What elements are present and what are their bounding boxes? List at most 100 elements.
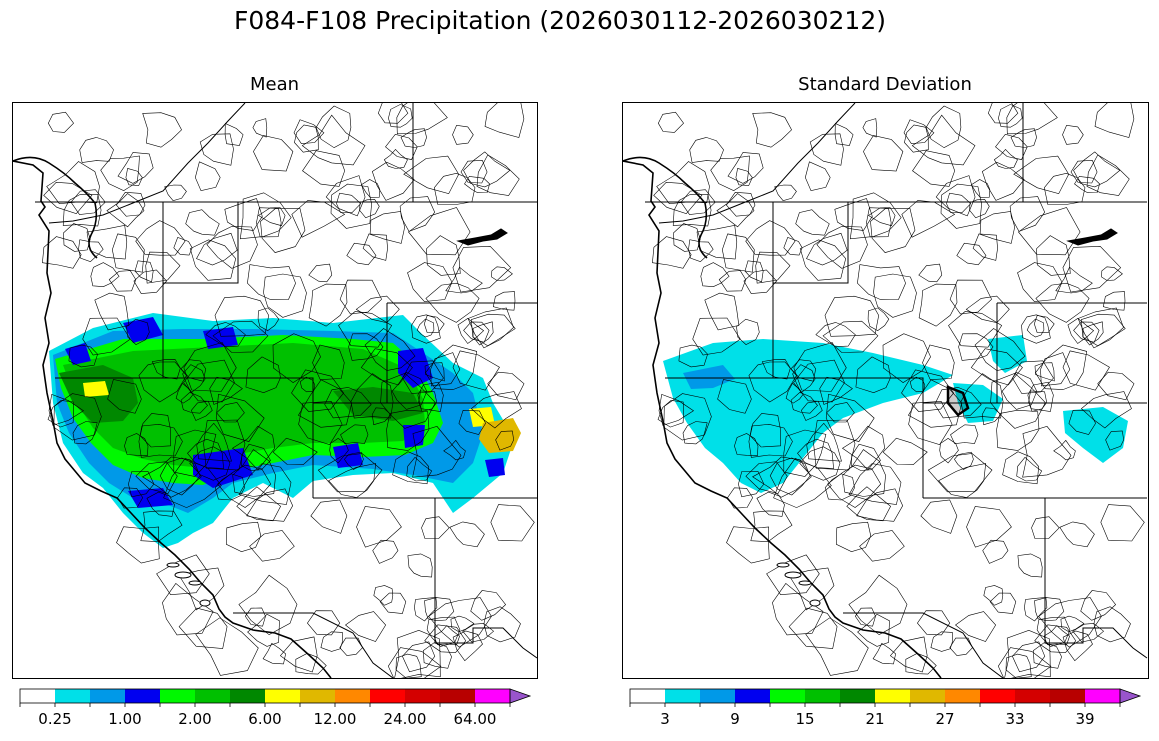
basin-outline (1002, 451, 1040, 485)
border-line (163, 202, 239, 284)
basin-outline (372, 539, 399, 564)
basin-outline (716, 193, 755, 228)
basin-outline (905, 652, 937, 675)
basin-outline (958, 333, 994, 361)
basin-outline (809, 133, 844, 166)
mean-map-canvas (13, 103, 537, 678)
basin-outline (241, 443, 271, 471)
basin-outline (981, 161, 1025, 201)
basin-outline (922, 344, 955, 381)
colorbar-tick-label: 33 (1005, 710, 1025, 728)
precip-region (485, 458, 505, 477)
basin-outline (46, 161, 100, 205)
colorbar-swatch (55, 689, 90, 703)
basin-outline (187, 438, 224, 469)
basin-outline (63, 223, 91, 252)
basin-outline (356, 506, 402, 548)
basin-outline (209, 376, 243, 405)
basin-outline (339, 637, 363, 656)
basin-outline (970, 348, 1023, 386)
colorbar-swatch (700, 689, 735, 703)
basin-outline (862, 118, 878, 138)
basin-outline (100, 155, 140, 191)
basin-outline (1074, 176, 1100, 194)
basin-outline (385, 133, 418, 160)
basin-outline (1073, 151, 1121, 188)
basin-outline (995, 133, 1028, 160)
basin-outline (682, 421, 708, 445)
colorbar-swatch (125, 689, 160, 703)
basin-outline (125, 168, 143, 186)
basin-outline (1006, 103, 1058, 135)
basin-outline (745, 220, 796, 256)
basin-outline (1105, 430, 1125, 451)
colorbar-tick-label: 12.00 (313, 710, 357, 728)
basin-outline (203, 419, 246, 471)
basin-outline (48, 393, 85, 426)
basin-outline (870, 208, 916, 253)
basin-outline (178, 607, 228, 649)
basin-outline (806, 422, 842, 462)
lake (1066, 228, 1118, 246)
basin-outline (903, 119, 935, 145)
basin-outline (834, 123, 854, 146)
basin-outline (856, 488, 904, 522)
basin-outline (672, 194, 712, 227)
basin-outline (866, 207, 892, 238)
basin-outline (238, 574, 298, 636)
basin-outline (692, 317, 741, 356)
basin-outline (272, 437, 318, 466)
basin-outline (443, 439, 466, 461)
colorbar-swatch (160, 689, 195, 703)
basin-outline (162, 582, 214, 636)
basin-outline (824, 295, 880, 337)
basin-outline (824, 473, 855, 501)
basin-outline (989, 592, 1017, 614)
basin-outline (145, 251, 181, 284)
precip-region (123, 317, 163, 343)
basin-outline (1073, 321, 1100, 343)
basin-outline (996, 409, 1040, 451)
basin-outline (748, 361, 797, 403)
political-boundaries (13, 103, 537, 678)
colorbar-swatch (1085, 689, 1120, 703)
basin-outline (256, 207, 282, 238)
basin-outline (854, 607, 876, 627)
basin-outline (238, 463, 292, 505)
colorbar-swatch (665, 689, 700, 703)
basin-outline (206, 226, 258, 269)
stddev-region (1063, 407, 1128, 463)
colorbar-swatch (335, 689, 370, 703)
basin-outline (408, 207, 471, 256)
basin-outline (400, 128, 427, 148)
basin-outline (214, 473, 245, 501)
colorbar-swatch (910, 689, 945, 703)
basin-outline (657, 111, 684, 133)
colorbar-extend-arrow (1119, 688, 1142, 704)
basin-outline (336, 192, 362, 213)
basin-outline (1043, 172, 1086, 205)
basin-outline (998, 104, 1023, 128)
basin-boundaries (42, 103, 535, 678)
colorbar-swatch (1050, 689, 1085, 703)
basin-outline (116, 191, 146, 217)
basin-outline (72, 421, 98, 445)
basin-outline (793, 342, 847, 392)
basin-outline (1060, 615, 1085, 633)
basin-outline (656, 161, 710, 205)
basin-outline (195, 617, 259, 676)
basin-outline (1093, 606, 1131, 643)
basin-outline (772, 582, 824, 636)
basin-outline (464, 176, 490, 194)
basin-outline (302, 150, 346, 187)
lake (456, 228, 508, 246)
basin-outline (1012, 641, 1046, 673)
basin-outline (173, 237, 193, 256)
basin-outline (159, 457, 201, 496)
basin-outline (946, 192, 972, 213)
basin-outline (244, 607, 266, 627)
basin-outline (78, 239, 104, 263)
basin-outline (1009, 196, 1046, 232)
basin-outline (359, 199, 380, 219)
basin-outline (727, 152, 764, 184)
